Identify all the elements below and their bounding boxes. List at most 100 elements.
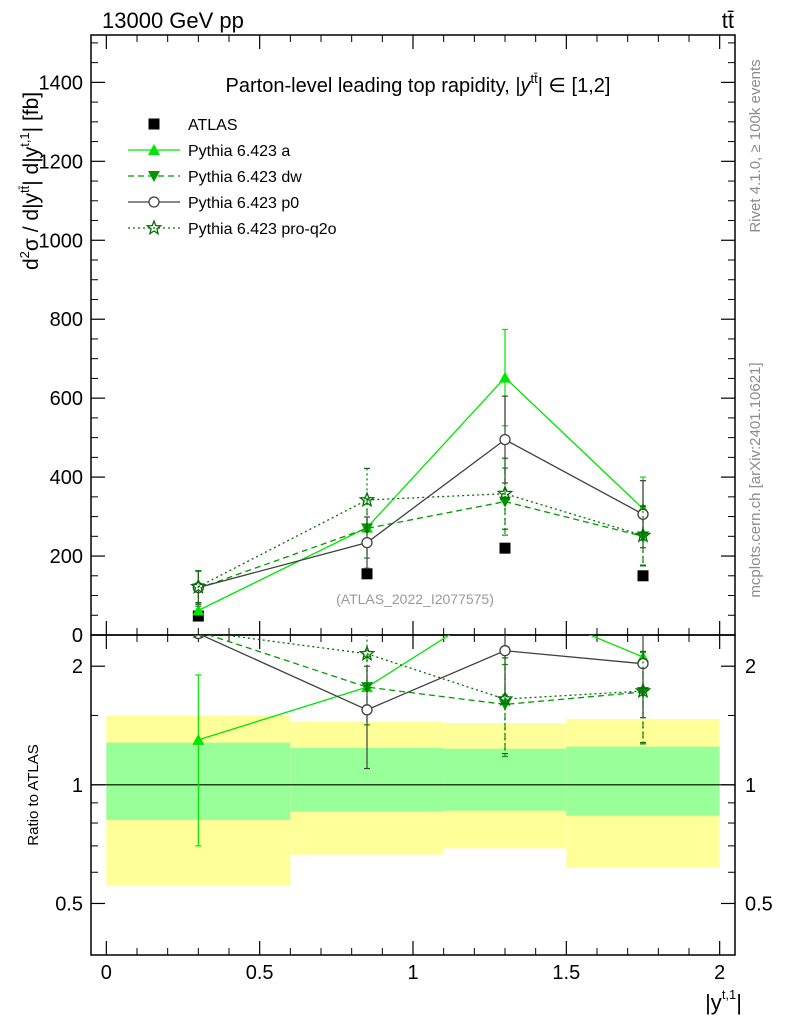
legend-marker — [145, 219, 163, 236]
ratio-point — [358, 645, 376, 661]
main-line-4 — [198, 493, 644, 588]
legend-label: Pythia 6.423 p0 — [188, 195, 299, 212]
main-point — [358, 491, 376, 508]
main-series-2 — [192, 467, 649, 607]
ratio-point — [496, 690, 514, 707]
main-series-layer — [190, 328, 652, 622]
legend-entry-3: Pythia 6.423 p0 — [128, 195, 299, 212]
y-label-part-2: 2 — [17, 251, 32, 258]
ratio-line-1 — [206, 635, 644, 706]
legend-label: ATLAS — [188, 117, 238, 134]
energy-label: 13000 GeV pp — [102, 8, 244, 33]
y-label-part-6: t,1 — [17, 132, 32, 146]
main-point — [499, 542, 511, 554]
ratio-point — [637, 658, 649, 670]
ratio-y-tick-label: 1 — [72, 775, 83, 797]
legend: ATLAS Pythia 6.423 a Pythia 6.423 dw Pythia… — [128, 117, 337, 238]
ratio-y-tick-label: 2 — [72, 656, 83, 678]
ratio-line-0 — [198, 635, 644, 741]
ratio-series-layer — [192, 594, 652, 847]
mcplots-label: mcplots.cern.ch [arXiv:2401.10621] — [747, 362, 764, 597]
main-series-1 — [192, 328, 649, 616]
x-axis-label: |yt,1| — [705, 987, 742, 1015]
main-y-axis: 0 200 400 600 800 1000 1200 1400 — [39, 42, 735, 647]
ratio-point — [634, 682, 652, 699]
main-line-3 — [198, 438, 644, 589]
legend-entry-1: Pythia 6.423 a — [128, 143, 290, 160]
x-tick-label: 1 — [407, 962, 418, 984]
legend-entry-4: Pythia 6.423 pro-q2o — [128, 219, 337, 238]
main-point — [192, 604, 205, 616]
main-y-tick-label: 1000 — [39, 230, 84, 252]
process-label: tt̄ — [722, 8, 734, 33]
legend-label: Pythia 6.423 dw — [188, 169, 302, 186]
legend-marker — [148, 144, 160, 155]
ratio-y-tick-label-right: 2 — [745, 656, 756, 678]
band-inner-3 — [566, 746, 720, 816]
ratio-point — [192, 733, 205, 745]
y-label-part-3: σ / d|y — [20, 192, 43, 251]
main-y-tick-label: 0 — [72, 625, 83, 647]
y-label-part-5: | d|y — [20, 146, 43, 185]
main-series-0 — [192, 542, 649, 622]
x-tick-label: 0.5 — [246, 962, 274, 984]
legend-label: Pythia 6.423 pro-q2o — [188, 221, 337, 238]
band-inner-2 — [443, 748, 567, 811]
main-y-tick-label: 1200 — [39, 151, 84, 173]
main-point — [192, 610, 204, 622]
chart-title-superscript: tt̄ — [531, 71, 539, 86]
main-y-axis-label: d2σ / d|ytt̄| d|yt,1| [fb] — [17, 92, 43, 270]
chart-title-base: Parton-level leading top rapidity, | — [226, 75, 521, 97]
x-tick-label: 2 — [714, 962, 725, 984]
legend-marker — [148, 196, 160, 208]
legend-marker — [148, 171, 160, 182]
main-point — [190, 577, 207, 594]
main-point — [361, 568, 373, 580]
x-tick-label: 1.5 — [552, 962, 580, 984]
chart-title-symbol: y — [519, 75, 532, 97]
legend-entry-2: Pythia 6.423 dw — [128, 169, 302, 186]
ratio-y-tick-label: 0.5 — [55, 893, 83, 915]
main-point — [361, 536, 373, 549]
rivet-label: Rivet 4.1.0, ≥ 100k events — [747, 59, 764, 232]
main-y-tick-label: 400 — [50, 467, 83, 489]
legend-marker — [148, 118, 160, 130]
ratio-line-3 — [219, 635, 644, 700]
ratio-point — [499, 594, 511, 605]
y-label-part-4: tt̄ — [17, 185, 32, 193]
legend-entry-0: ATLAS — [148, 117, 238, 134]
ratio-point — [499, 645, 511, 657]
main-series-4 — [190, 457, 652, 604]
y-label-part-7: | [fb] — [20, 92, 43, 132]
main-y-tick-label: 200 — [50, 546, 83, 568]
x-label-part-3: | — [736, 990, 742, 1015]
main-y-tick-label: 800 — [50, 309, 83, 331]
x-label-part-1: |y — [705, 990, 722, 1015]
x-axis: 0 0.5 1 1.5 2 — [101, 35, 725, 984]
main-point — [496, 484, 514, 501]
main-series-3 — [192, 395, 649, 605]
ratio-series-3 — [193, 635, 652, 755]
main-line-1 — [198, 376, 644, 612]
analysis-watermark: (ATLAS_2022_I2077575) — [336, 591, 494, 607]
chart-title-tail: | ∈ [1,2] — [538, 75, 611, 97]
main-y-tick-label: 600 — [50, 388, 83, 410]
chart-title: Parton-level leading top rapidity, |ytt̄… — [226, 71, 611, 97]
ratio-y-tick-label-right: 1 — [745, 775, 756, 797]
ratio-line-2 — [199, 635, 644, 711]
main-point — [637, 570, 649, 582]
ratio-y-axis-label: Ratio to ATLAS — [25, 744, 42, 845]
main-point — [499, 433, 511, 446]
ratio-y-tick-label-right: 0.5 — [745, 893, 773, 915]
main-line-2 — [198, 500, 644, 590]
x-tick-label: 0 — [101, 962, 112, 984]
legend-label: Pythia 6.423 a — [188, 143, 290, 160]
main-y-tick-label: 1400 — [39, 72, 84, 94]
main-point — [499, 371, 511, 383]
y-label-part-1: d — [20, 258, 43, 270]
main-point — [634, 526, 652, 543]
x-label-part-2: t,1 — [722, 987, 736, 1002]
ratio-point — [361, 704, 373, 716]
main-point — [637, 508, 649, 520]
